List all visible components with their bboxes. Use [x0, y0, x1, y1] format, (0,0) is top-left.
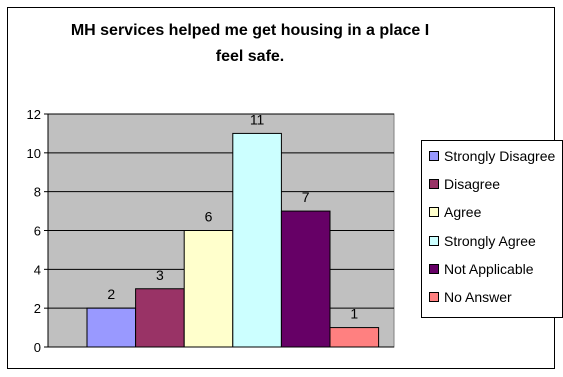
bar [329, 327, 380, 348]
chart-legend: Strongly Disagree Disagree Agree Strongly A… [421, 140, 563, 318]
legend-label: Agree [444, 204, 482, 221]
legend-label: Disagree [444, 176, 501, 193]
y-tick-label: 4 [34, 262, 41, 277]
legend-swatch [429, 151, 439, 161]
legend-item: Strongly Disagree [429, 147, 555, 165]
legend-swatch [429, 207, 439, 218]
y-tick-label: 12 [27, 107, 41, 122]
bar [232, 132, 282, 348]
legend-swatch [429, 235, 439, 246]
y-tick-label: 10 [27, 146, 41, 161]
bar [280, 210, 331, 348]
legend-swatch [429, 263, 439, 274]
legend-swatch [429, 179, 439, 190]
legend-label: Strongly Disagree [444, 148, 556, 164]
bar [183, 230, 234, 348]
data-label: 7 [302, 189, 310, 205]
data-label: 2 [107, 286, 115, 302]
chart-title: MH services helped me get housing in a p… [70, 22, 430, 65]
y-tick-label: 8 [34, 185, 41, 200]
legend-item: Disagree [429, 175, 500, 193]
legend-item: No Answer [429, 288, 512, 306]
legend-label: No Answer [444, 289, 512, 305]
y-tick-label: 2 [34, 301, 41, 316]
legend-swatch [429, 292, 439, 302]
bar [135, 288, 185, 348]
legend-item: Strongly Agree [429, 232, 536, 250]
legend-label: Strongly Agree [444, 232, 536, 249]
legend-label: Not Applicable [444, 260, 534, 277]
data-label: 3 [156, 267, 164, 283]
bar [86, 307, 137, 348]
y-tick-label: 0 [34, 340, 41, 355]
data-label: 6 [205, 209, 213, 225]
data-label: 11 [250, 111, 265, 127]
legend-item: Agree [429, 203, 481, 221]
y-tick-label: 6 [34, 224, 41, 239]
data-label: 1 [350, 306, 358, 322]
legend-item: Not Applicable [429, 260, 534, 278]
